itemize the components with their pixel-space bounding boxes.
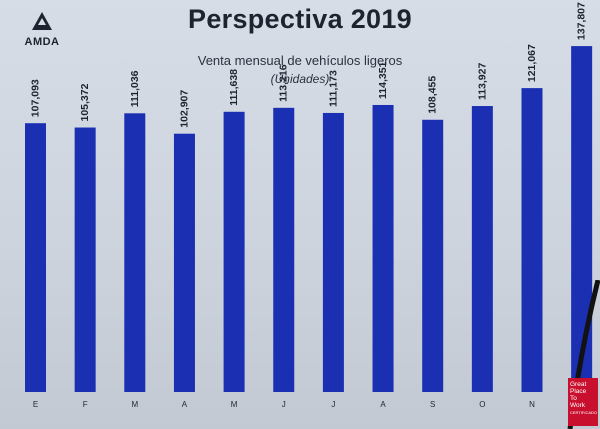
category-label: F: [83, 400, 88, 409]
bar-2: [74, 127, 96, 392]
badge-line-3: To: [570, 395, 577, 402]
bar-value-label: 111,036: [129, 70, 141, 107]
bar-8: [372, 104, 394, 392]
logo-text: AMDA: [24, 36, 60, 48]
bar-value-label: 102,907: [178, 90, 190, 128]
category-label: M: [131, 400, 138, 409]
chart-title: Perspectiva 2019: [188, 4, 412, 34]
bar-value-label: 105,372: [79, 83, 91, 121]
category-label: E: [33, 400, 38, 409]
bar-6: [273, 107, 295, 392]
category-label: N: [529, 400, 535, 409]
category-label: S: [430, 400, 435, 409]
bar-value-label: 113,216: [278, 64, 290, 102]
bar-value-label: 111,638: [228, 69, 240, 106]
category-label: A: [182, 400, 188, 409]
category-label: A: [380, 400, 386, 409]
badge-sub: CERTIFICADO: [570, 410, 598, 415]
bar-11: [521, 88, 543, 392]
bar-3: [124, 113, 146, 393]
badge-line-2: Place: [570, 388, 587, 395]
bar-4: [173, 133, 195, 392]
badge-line-4: Work: [570, 402, 586, 409]
bar-7: [322, 112, 344, 392]
bar-value-label: 113,927: [476, 63, 488, 101]
bar-9: [422, 119, 444, 392]
bar-value-label: 111,173: [327, 70, 339, 107]
badge-line-1: Great: [570, 381, 587, 388]
chart-units: (Unidades): [270, 72, 330, 86]
chart-subtitle: Venta mensual de vehículos ligeros: [197, 53, 403, 68]
great-place-to-work-badge: Great Place To Work CERTIFICADO: [568, 378, 598, 426]
bar-value-label: 107,093: [30, 79, 42, 117]
bar-12: [571, 46, 593, 392]
bar-10: [471, 106, 493, 393]
bar-1: [25, 123, 46, 393]
mountain-icon: [32, 12, 52, 30]
bar-5: [223, 111, 245, 392]
category-label: J: [282, 400, 286, 409]
bar-value-label: 121,067: [526, 44, 538, 82]
bar-value-label: 108,455: [427, 76, 439, 114]
bar-value-label: 137,807: [576, 2, 588, 40]
amda-logo: AMDA: [12, 8, 72, 52]
category-label: M: [231, 400, 238, 409]
category-label: J: [331, 400, 335, 409]
bar-value-label: 114,351: [377, 61, 389, 99]
category-label: O: [479, 400, 485, 409]
